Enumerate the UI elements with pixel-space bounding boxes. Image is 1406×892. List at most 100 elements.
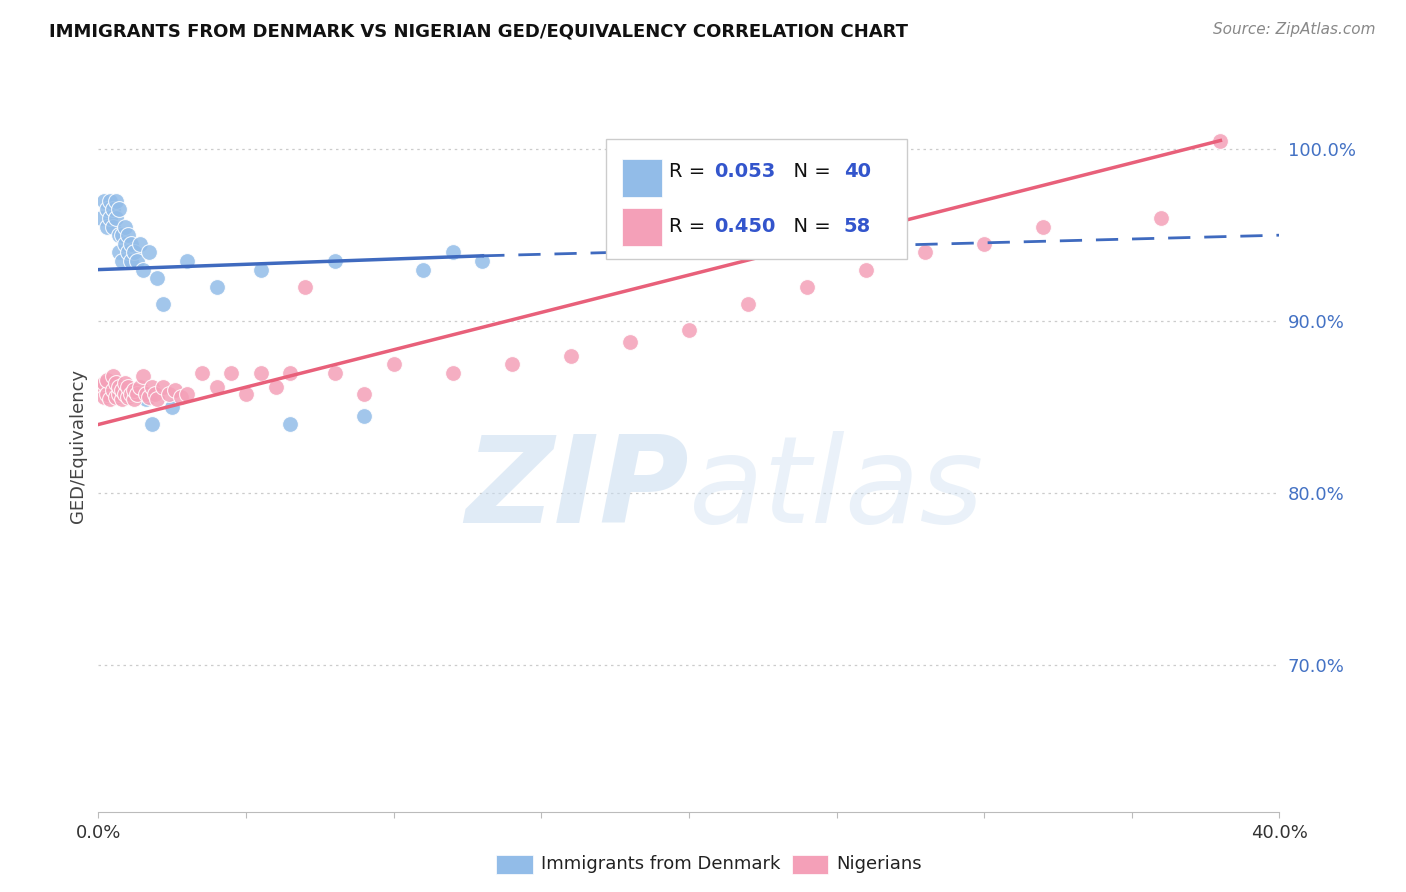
Point xyxy=(114,386,136,401)
Text: 58: 58 xyxy=(844,217,870,236)
Text: IMMIGRANTS FROM DENMARK VS NIGERIAN GED/EQUIVALENCY CORRELATION CHART: IMMIGRANTS FROM DENMARK VS NIGERIAN GED/… xyxy=(49,22,908,40)
Point xyxy=(93,376,115,391)
Text: Source: ZipAtlas.com: Source: ZipAtlas.com xyxy=(1212,22,1375,37)
Point xyxy=(152,297,174,311)
Point xyxy=(132,369,155,384)
Text: R =: R = xyxy=(669,217,711,236)
Point xyxy=(108,386,131,401)
Text: Nigerians: Nigerians xyxy=(837,855,922,873)
Point xyxy=(141,379,163,393)
Text: N =: N = xyxy=(782,217,837,236)
Point xyxy=(111,383,134,397)
Point xyxy=(122,392,145,406)
Point xyxy=(294,280,316,294)
Point xyxy=(441,245,464,260)
Point xyxy=(323,366,346,380)
Point xyxy=(98,194,121,208)
Point xyxy=(471,254,494,268)
Point xyxy=(90,379,112,393)
Point xyxy=(855,262,877,277)
Point xyxy=(108,379,131,393)
Text: 40: 40 xyxy=(844,162,870,181)
Point xyxy=(96,373,118,387)
Point xyxy=(122,245,145,260)
Point xyxy=(90,211,112,225)
Point xyxy=(108,245,131,260)
Point xyxy=(105,194,128,208)
FancyBboxPatch shape xyxy=(621,208,662,246)
Point xyxy=(165,383,187,397)
Point xyxy=(93,194,115,208)
Point xyxy=(103,369,125,384)
Point xyxy=(111,254,134,268)
Point xyxy=(441,366,464,380)
FancyBboxPatch shape xyxy=(621,160,662,197)
Text: ZIP: ZIP xyxy=(465,432,689,549)
Point xyxy=(135,386,157,401)
Point xyxy=(382,357,405,371)
Point xyxy=(1032,219,1054,234)
Point xyxy=(111,392,134,406)
Point xyxy=(98,392,121,406)
Text: Immigrants from Denmark: Immigrants from Denmark xyxy=(541,855,780,873)
Point xyxy=(96,219,118,234)
Point xyxy=(105,211,128,225)
Point xyxy=(280,417,302,432)
Point xyxy=(120,236,142,251)
Point xyxy=(162,401,183,415)
Point xyxy=(353,409,375,423)
Point xyxy=(103,219,125,234)
Point xyxy=(96,202,118,217)
Point xyxy=(128,379,150,393)
Point xyxy=(250,262,273,277)
Point xyxy=(108,228,131,243)
Point xyxy=(796,280,818,294)
Point xyxy=(146,271,169,285)
Point xyxy=(280,366,302,380)
Point xyxy=(146,392,169,406)
Point xyxy=(205,280,228,294)
Point xyxy=(323,254,346,268)
Point xyxy=(1209,134,1232,148)
Point xyxy=(114,236,136,251)
Point xyxy=(132,262,155,277)
Point xyxy=(117,390,139,404)
Point xyxy=(117,245,139,260)
Point xyxy=(560,349,582,363)
Point xyxy=(105,376,128,391)
Point xyxy=(235,386,257,401)
Point xyxy=(117,379,139,393)
Point xyxy=(125,254,148,268)
Point xyxy=(105,390,128,404)
Point xyxy=(138,245,160,260)
Point xyxy=(128,236,150,251)
Point xyxy=(264,379,287,393)
Point xyxy=(138,390,160,404)
Point xyxy=(973,236,995,251)
Point xyxy=(678,323,700,337)
Point xyxy=(122,383,145,397)
Point xyxy=(176,386,198,401)
Point xyxy=(125,386,148,401)
FancyBboxPatch shape xyxy=(606,139,907,260)
Point xyxy=(170,390,193,404)
Point xyxy=(152,379,174,393)
Text: 0.450: 0.450 xyxy=(714,217,775,236)
Point xyxy=(191,366,214,380)
Point xyxy=(143,386,166,401)
Point xyxy=(103,383,125,397)
Point xyxy=(205,379,228,393)
Point xyxy=(98,211,121,225)
Point xyxy=(93,390,115,404)
Text: N =: N = xyxy=(782,162,837,181)
Point xyxy=(353,386,375,401)
Text: 0.053: 0.053 xyxy=(714,162,775,181)
Point xyxy=(114,219,136,234)
Text: atlas: atlas xyxy=(689,432,984,549)
Point xyxy=(117,228,139,243)
Point xyxy=(114,376,136,391)
Point xyxy=(501,357,523,371)
Point xyxy=(157,386,180,401)
Text: R =: R = xyxy=(669,162,711,181)
Point xyxy=(111,228,134,243)
